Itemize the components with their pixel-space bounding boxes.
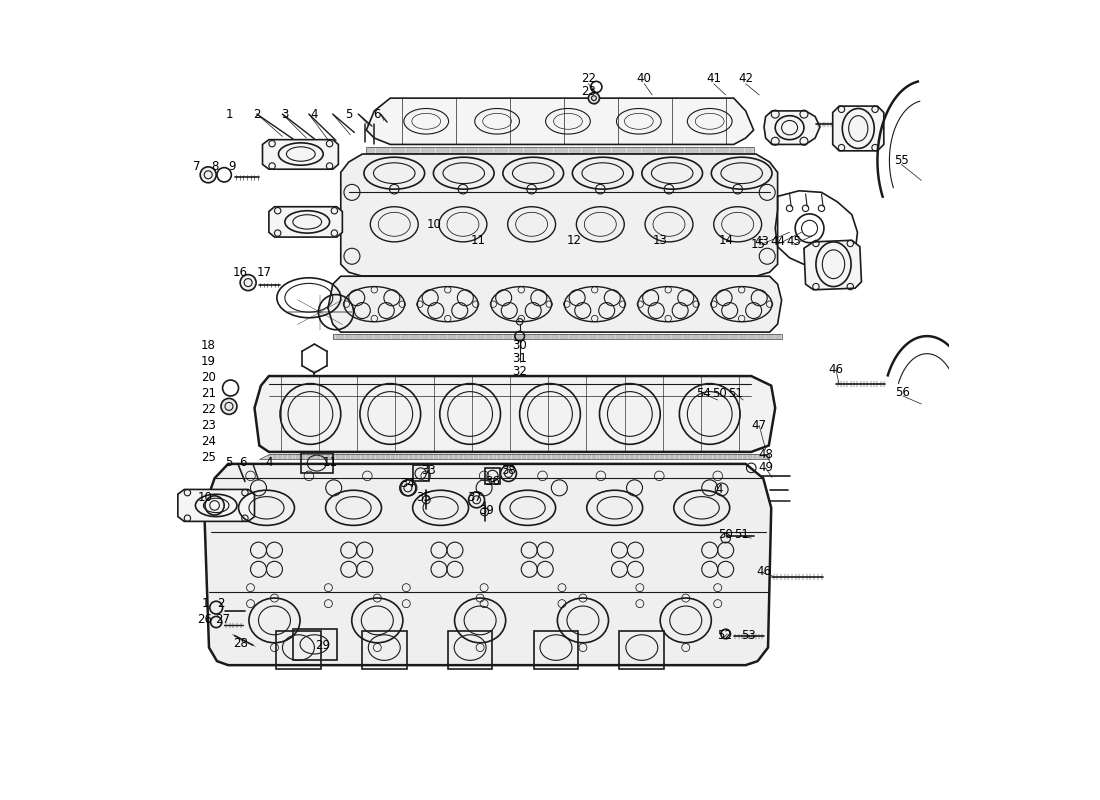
Text: 29: 29 [315, 639, 330, 653]
Text: 22: 22 [581, 72, 596, 85]
Text: 46: 46 [828, 363, 844, 376]
Text: 5: 5 [226, 456, 232, 469]
Text: 26: 26 [198, 613, 212, 626]
Text: 7: 7 [194, 159, 201, 173]
Text: 13: 13 [652, 234, 668, 246]
Text: 45: 45 [786, 235, 801, 248]
Polygon shape [268, 206, 342, 237]
Circle shape [200, 167, 217, 182]
Bar [448, 630, 493, 669]
Text: 17: 17 [256, 266, 272, 278]
Text: 5: 5 [345, 107, 352, 121]
Text: 9: 9 [229, 159, 235, 173]
Text: 36: 36 [485, 475, 499, 488]
Polygon shape [341, 154, 778, 276]
Text: 11: 11 [323, 456, 338, 469]
Text: 12: 12 [566, 234, 582, 246]
Text: 25: 25 [201, 451, 216, 464]
Text: 20: 20 [201, 371, 216, 384]
Text: 35: 35 [417, 491, 431, 504]
Polygon shape [254, 376, 776, 452]
Text: 10: 10 [427, 218, 441, 231]
Text: 1: 1 [226, 107, 233, 121]
Polygon shape [764, 111, 820, 145]
Text: 53: 53 [740, 629, 756, 642]
Bar [619, 630, 664, 669]
Text: 11: 11 [471, 234, 485, 246]
Text: 49: 49 [758, 462, 773, 474]
Text: 50: 50 [712, 387, 727, 400]
Text: 23: 23 [201, 419, 216, 432]
Circle shape [588, 93, 600, 104]
Text: 23: 23 [581, 86, 596, 98]
Text: 47: 47 [751, 419, 767, 432]
Polygon shape [366, 98, 754, 145]
Text: 1: 1 [201, 597, 209, 610]
Text: 32: 32 [513, 365, 527, 378]
Text: 14: 14 [718, 234, 734, 246]
Text: 31: 31 [513, 352, 527, 365]
Text: 8: 8 [211, 159, 218, 173]
Text: 18: 18 [201, 339, 216, 352]
Polygon shape [205, 464, 771, 665]
Polygon shape [260, 454, 769, 459]
Text: 4: 4 [265, 456, 273, 469]
Polygon shape [804, 240, 861, 290]
Text: eurospares: eurospares [372, 255, 601, 290]
Text: 28: 28 [233, 637, 248, 650]
Bar [534, 630, 579, 669]
Text: 56: 56 [895, 386, 911, 398]
Text: 6: 6 [239, 456, 246, 469]
Text: 33: 33 [421, 464, 436, 477]
Text: 46: 46 [757, 566, 771, 578]
Polygon shape [333, 334, 782, 339]
Text: 43: 43 [755, 235, 769, 248]
Bar [412, 466, 429, 482]
Text: 10: 10 [198, 491, 212, 504]
Circle shape [240, 274, 256, 290]
Polygon shape [366, 147, 754, 154]
Text: 4: 4 [310, 107, 318, 121]
Text: 19: 19 [200, 355, 216, 368]
Text: 51: 51 [734, 528, 749, 541]
Text: 40: 40 [637, 72, 651, 85]
Bar [484, 468, 500, 484]
Polygon shape [263, 140, 339, 170]
Bar [276, 630, 321, 669]
Text: 27: 27 [216, 613, 230, 626]
Text: 4: 4 [716, 483, 723, 496]
Circle shape [221, 398, 236, 414]
Text: 6: 6 [373, 107, 381, 121]
Bar [300, 453, 333, 474]
Text: 24: 24 [200, 435, 216, 448]
Text: 38: 38 [502, 464, 516, 477]
Text: 37: 37 [466, 491, 482, 504]
Polygon shape [178, 490, 254, 522]
Bar [293, 630, 337, 659]
Text: 44: 44 [770, 235, 785, 248]
Bar [362, 630, 407, 669]
Text: 2: 2 [253, 107, 261, 121]
Text: 39: 39 [478, 504, 494, 517]
Text: 52: 52 [717, 629, 732, 642]
Text: 15: 15 [750, 238, 766, 250]
Text: 34: 34 [400, 477, 416, 490]
Polygon shape [328, 276, 782, 332]
Text: 50: 50 [718, 528, 733, 541]
Text: 21: 21 [200, 387, 216, 400]
Text: eurospares: eurospares [372, 534, 601, 569]
Polygon shape [833, 106, 883, 151]
Text: 55: 55 [894, 154, 909, 167]
Text: 16: 16 [232, 266, 248, 278]
Text: 22: 22 [200, 403, 216, 416]
Text: 54: 54 [696, 387, 711, 400]
Text: 42: 42 [738, 72, 754, 85]
Text: 3: 3 [282, 107, 288, 121]
Text: 41: 41 [706, 72, 722, 85]
Text: 51: 51 [728, 387, 743, 400]
Text: 2: 2 [217, 597, 224, 610]
Text: 30: 30 [513, 339, 527, 352]
Text: 48: 48 [758, 448, 773, 461]
